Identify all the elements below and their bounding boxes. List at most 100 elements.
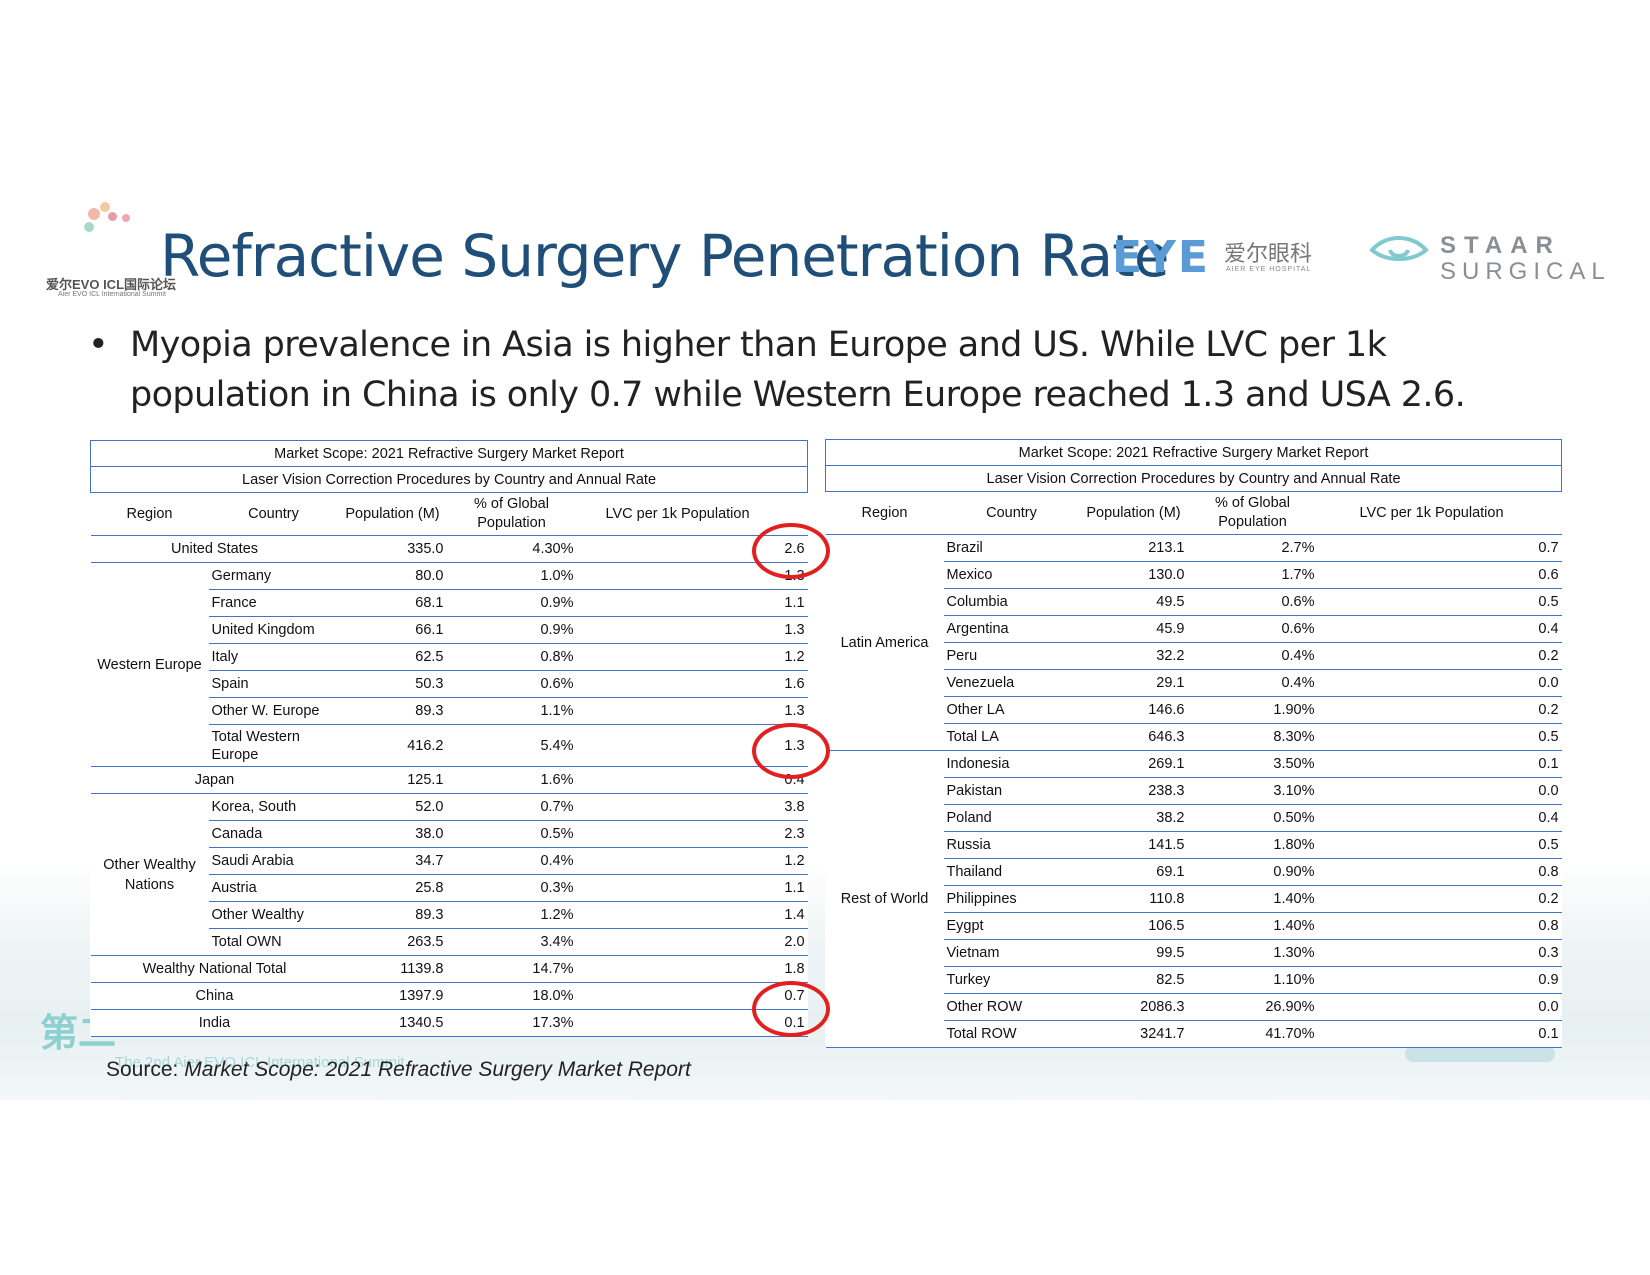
- lvc-cell: 0.7: [1317, 534, 1562, 562]
- country-cell: Brazil: [943, 534, 1080, 562]
- country-cell: United Kingdom: [208, 616, 339, 644]
- country-cell: Indonesia: [943, 750, 1080, 778]
- left-market-table: Market Scope: 2021 Refractive Surgery Ma…: [89, 440, 809, 1037]
- table-row: Vietnam 99.5 1.30% 0.3: [826, 939, 1562, 967]
- table-header-row: Region Country Population (M) % of Globa…: [825, 491, 1562, 535]
- table-row: France 68.1 0.9% 1.1: [91, 589, 808, 617]
- table-row: China 1397.9 18.0% 0.7: [90, 982, 808, 1010]
- country-cell: Columbia: [943, 588, 1080, 616]
- country-cell: Other Wealthy: [208, 901, 339, 929]
- population-cell: 263.5: [338, 928, 447, 956]
- lvc-cell: 0.8: [1317, 858, 1562, 886]
- global-pct-cell: 2.7%: [1187, 534, 1318, 562]
- global-pct-cell: 1.40%: [1187, 885, 1318, 913]
- staar-wordmark: STAAR: [1440, 232, 1561, 259]
- table-row: Wealthy National Total 1139.8 14.7% 1.8: [90, 955, 808, 983]
- india-label: India: [90, 1009, 339, 1037]
- lvc-cell: 0.5: [1317, 831, 1562, 859]
- country-cell: Philippines: [943, 885, 1080, 913]
- lvc-cell: 1.6: [576, 670, 808, 698]
- table-row: Other LA 146.6 1.90% 0.2: [826, 696, 1562, 724]
- surgical-wordmark: SURGICAL: [1440, 258, 1611, 285]
- lvc-cell: 0.5: [1317, 723, 1562, 751]
- population-cell: 69.1: [1079, 858, 1188, 886]
- country-cell: Argentina: [943, 615, 1080, 643]
- population-cell: 49.5: [1079, 588, 1188, 616]
- country-cell: Mexico: [943, 561, 1080, 589]
- table-subtitle: Laser Vision Correction Procedures by Co…: [824, 465, 1563, 492]
- population-cell: 38.2: [1079, 804, 1188, 832]
- lvc-cell: 1.2: [576, 847, 808, 875]
- table-row: Austria 25.8 0.3% 1.1: [91, 874, 808, 902]
- population-cell: 130.0: [1079, 561, 1188, 589]
- population-cell: 68.1: [338, 589, 447, 617]
- global-pct-cell: 4.30%: [446, 535, 577, 563]
- table-row: Thailand 69.1 0.90% 0.8: [826, 858, 1562, 886]
- background-ship-graphic: [1405, 1046, 1555, 1062]
- global-pct-cell: 0.6%: [1187, 615, 1318, 643]
- country-cell: Total LA: [943, 723, 1080, 751]
- country-cell: Other W. Europe: [208, 697, 339, 725]
- lvc-cell: 3.8: [576, 793, 808, 821]
- lvc-cell: 0.1: [1317, 1020, 1562, 1048]
- population-cell: 110.8: [1079, 885, 1188, 913]
- table-row: Other W. Europe 89.3 1.1% 1.3: [91, 697, 808, 725]
- population-cell: 269.1: [1079, 750, 1188, 778]
- lvc-cell: 0.4: [1317, 615, 1562, 643]
- region-rest-of-world: Rest of World: [825, 750, 944, 1048]
- table-row: Peru 32.2 0.4% 0.2: [826, 642, 1562, 670]
- header-population: Population (M): [1079, 491, 1188, 535]
- logo-cn-text: 爱尔EVO ICL国际论坛: [46, 277, 177, 292]
- global-pct-cell: 3.4%: [446, 928, 577, 956]
- header-population: Population (M): [338, 492, 447, 536]
- country-cell: Other ROW: [943, 993, 1080, 1021]
- global-pct-cell: 0.4%: [1187, 642, 1318, 670]
- global-pct-cell: 1.80%: [1187, 831, 1318, 859]
- source-note: Source: Market Scope: 2021 Refractive Su…: [106, 1058, 691, 1082]
- global-pct-cell: 0.7%: [446, 793, 577, 821]
- global-pct-cell: 0.4%: [1187, 669, 1318, 697]
- lvc-cell: 0.2: [1317, 696, 1562, 724]
- lvc-cell: 1.2: [576, 643, 808, 671]
- country-cell: Other LA: [943, 696, 1080, 724]
- lvc-cell: 0.5: [1317, 588, 1562, 616]
- table-row: Poland 38.2 0.50% 0.4: [826, 804, 1562, 832]
- table-row: United Kingdom 66.1 0.9% 1.3: [91, 616, 808, 644]
- page-title: Refractive Surgery Penetration Rate: [160, 222, 1170, 290]
- population-cell: 50.3: [338, 670, 447, 698]
- country-cell: Total ROW: [943, 1020, 1080, 1048]
- country-cell: France: [208, 589, 339, 617]
- lvc-cell: 1.1: [576, 589, 808, 617]
- japan-label: Japan: [90, 766, 339, 794]
- global-pct-cell: 14.7%: [446, 955, 577, 983]
- global-pct-cell: 41.70%: [1187, 1020, 1318, 1048]
- global-pct-cell: 1.6%: [446, 766, 577, 794]
- country-cell: Saudi Arabia: [208, 847, 339, 875]
- country-cell: Pakistan: [943, 777, 1080, 805]
- highlight-circle-western-europe: [752, 723, 830, 779]
- table-row: Other Wealthy 89.3 1.2% 1.4: [91, 901, 808, 929]
- population-cell: 238.3: [1079, 777, 1188, 805]
- lvc-cell: 0.0: [1317, 777, 1562, 805]
- population-cell: 25.8: [338, 874, 447, 902]
- country-cell: Total Western Europe: [208, 724, 339, 767]
- lvc-cell: 1.4: [576, 901, 808, 929]
- table-subtitle: Laser Vision Correction Procedures by Co…: [89, 466, 809, 493]
- global-pct-cell: 0.8%: [446, 643, 577, 671]
- table-row: Eygpt 106.5 1.40% 0.8: [826, 912, 1562, 940]
- population-cell: 38.0: [338, 820, 447, 848]
- header-lvc: LVC per 1k Population: [576, 492, 808, 536]
- country-cell: Austria: [208, 874, 339, 902]
- wealthy-total-label: Wealthy National Total: [90, 955, 339, 983]
- region-other-wealthy: Other Wealthy Nations: [90, 793, 209, 956]
- table-title: Market Scope: 2021 Refractive Surgery Ma…: [89, 440, 809, 467]
- table-row: Other Wealthy Nations Korea, South 52.0 …: [90, 793, 808, 956]
- aier-eye-logo: EYE 爱尔眼科 AIER EYE HOSPITAL: [1112, 232, 1312, 283]
- country-cell: Russia: [943, 831, 1080, 859]
- lvc-cell: 0.4: [1317, 804, 1562, 832]
- summit-logo: 爱尔EVO ICL国际论坛 Aier EVO ICL International…: [44, 202, 194, 298]
- global-pct-cell: 18.0%: [446, 982, 577, 1010]
- table-row: Spain 50.3 0.6% 1.6: [91, 670, 808, 698]
- table-row: Western Europe Germany 80.0 1.0% 1.3: [90, 562, 808, 767]
- population-cell: 66.1: [338, 616, 447, 644]
